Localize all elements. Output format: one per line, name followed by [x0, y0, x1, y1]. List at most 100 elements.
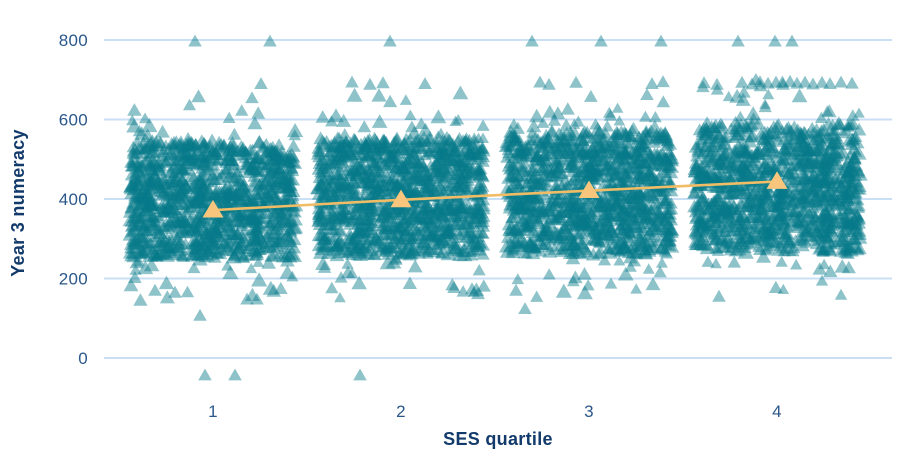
scatter-point	[243, 208, 258, 222]
scatter-point	[150, 179, 163, 191]
scatter-point	[248, 163, 262, 176]
scatter-point	[194, 134, 210, 148]
scatter-point	[227, 139, 240, 150]
scatter-point	[271, 165, 286, 178]
scatter-point	[172, 218, 189, 233]
scatter-point	[177, 164, 189, 175]
scatter-point	[210, 156, 223, 167]
scatter-point	[235, 207, 248, 219]
scatter-point	[274, 207, 288, 220]
scatter-point	[472, 264, 486, 276]
scatter-point	[281, 180, 297, 194]
scatter-point	[775, 256, 788, 267]
scatter-point	[759, 98, 771, 109]
outlier-point	[845, 76, 859, 89]
scatter-point	[199, 226, 215, 240]
scatter-point	[236, 178, 252, 192]
scatter-point	[212, 237, 227, 250]
scatter-point	[168, 139, 182, 151]
scatter-point	[139, 142, 152, 154]
scatter-point	[341, 185, 355, 198]
scatter-point	[183, 135, 200, 150]
scatter-point	[474, 218, 491, 232]
scatter-point	[211, 228, 227, 243]
scatter-point	[250, 154, 263, 165]
scatter-point	[159, 139, 173, 152]
scatter-point	[164, 137, 179, 150]
scatter-point	[449, 215, 465, 230]
scatter-point	[186, 170, 202, 185]
scatter-point	[246, 162, 262, 176]
scatter-point	[275, 213, 289, 226]
scatter-point	[177, 182, 190, 194]
scatter-point	[128, 271, 142, 283]
scatter-point	[233, 193, 249, 207]
scatter-points	[122, 34, 868, 381]
scatter-point	[371, 114, 388, 128]
scatter-point	[166, 175, 181, 188]
scatter-point	[219, 242, 235, 257]
scatter-point	[201, 140, 217, 154]
scatter-point	[435, 232, 450, 245]
scatter-point	[281, 154, 296, 167]
scatter-point	[286, 248, 302, 262]
scatter-point	[147, 235, 163, 249]
scatter-point	[214, 138, 228, 150]
scatter-point	[241, 158, 255, 170]
scatter-point	[250, 150, 265, 164]
scatter-point	[178, 137, 194, 152]
scatter-point	[358, 169, 375, 184]
scatter-point	[217, 138, 231, 151]
scatter-point	[242, 249, 256, 261]
scatter-point	[318, 217, 334, 231]
scatter-point	[135, 231, 150, 244]
scatter-point	[251, 227, 265, 240]
scatter-point	[222, 189, 237, 202]
scatter-point	[173, 138, 189, 152]
scatter-point	[124, 157, 136, 168]
scatter-point	[252, 186, 268, 200]
scatter-point	[154, 237, 170, 251]
scatter-point	[243, 160, 260, 175]
scatter-point	[385, 219, 399, 232]
scatter-point	[191, 225, 203, 236]
scatter-point	[249, 248, 263, 261]
scatter-point	[187, 158, 200, 169]
scatter-point	[213, 185, 230, 200]
scatter-point	[283, 193, 297, 205]
scatter-point	[151, 156, 166, 169]
scatter-point	[126, 194, 143, 209]
scatter-point	[129, 264, 142, 275]
scatter-point	[248, 151, 263, 165]
scatter-point	[179, 154, 194, 167]
scatter-point	[280, 246, 296, 260]
scatter-point	[130, 163, 147, 178]
scatter-point	[382, 211, 395, 223]
scatter-point	[130, 208, 145, 221]
scatter-point	[169, 171, 184, 185]
scatter-point	[227, 210, 240, 221]
gridlines	[104, 39, 892, 359]
scatter-point	[196, 181, 209, 193]
scatter-point	[398, 132, 414, 146]
scatter-point	[158, 217, 175, 232]
scatter-point	[188, 236, 201, 247]
scatter-point	[359, 218, 375, 232]
scatter-point	[224, 233, 237, 244]
scatter-point	[210, 235, 223, 247]
scatter-point	[192, 155, 207, 168]
scatter-point	[264, 186, 280, 200]
scatter-point	[791, 88, 808, 103]
scatter-point	[189, 138, 203, 150]
scatter-point	[259, 188, 276, 203]
scatter-point	[252, 135, 267, 148]
scatter-point	[266, 283, 282, 297]
scatter-point	[189, 223, 204, 236]
scatter-point	[157, 245, 172, 258]
scatter-point	[127, 159, 140, 171]
scatter-point	[243, 195, 256, 206]
scatter-point	[401, 183, 416, 197]
scatter-point	[231, 215, 248, 229]
scatter-point	[219, 211, 235, 226]
scatter-point	[278, 249, 293, 262]
